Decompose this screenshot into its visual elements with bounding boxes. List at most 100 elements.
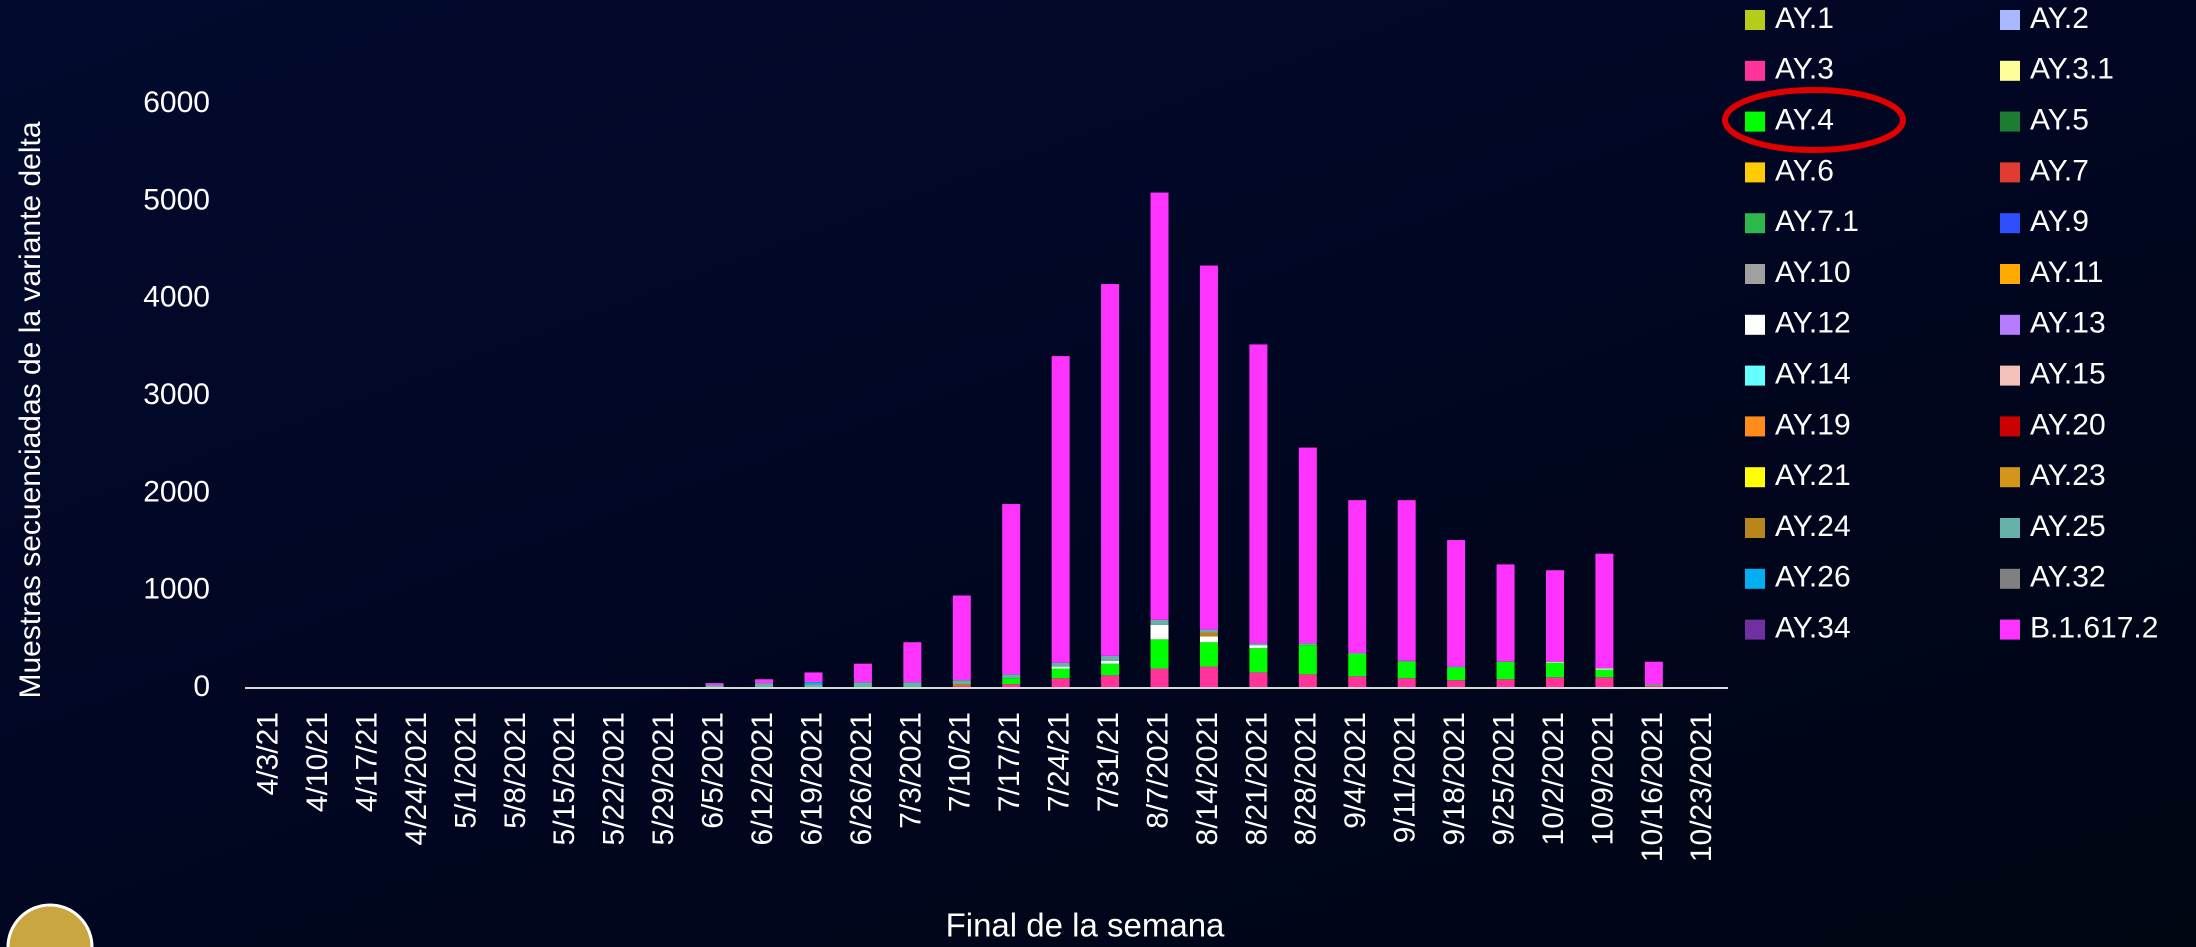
bar-segment	[1496, 564, 1515, 662]
legend-swatch	[2000, 619, 2020, 640]
legend-swatch	[2000, 60, 2020, 81]
legend-swatch	[1745, 60, 1765, 81]
legend-swatch	[1745, 568, 1765, 589]
legend-swatch	[2000, 365, 2020, 386]
y-tick-label: 4000	[143, 281, 210, 314]
legend-label: AY.12	[1775, 307, 1851, 340]
bar-segment	[1002, 684, 1021, 688]
bar-segment	[1249, 648, 1268, 673]
bar-segment	[1447, 680, 1466, 688]
bar-segment	[1150, 192, 1169, 620]
bar-segment	[1150, 624, 1169, 640]
legend-swatch	[2000, 467, 2020, 488]
x-tick-label: 6/19/2021	[795, 712, 828, 845]
x-tick-label: 7/10/21	[944, 712, 977, 812]
x-tick-label: 7/17/21	[993, 712, 1026, 812]
bar-segment	[1051, 668, 1070, 679]
legend-swatch	[1745, 10, 1765, 30]
bar-segment	[1545, 570, 1564, 662]
legend-label: AY.26	[1775, 561, 1851, 594]
legend-label: AY.11	[2030, 256, 2103, 289]
bar-segment	[1496, 661, 1515, 680]
legend-label: AY.9	[2030, 205, 2089, 238]
legend-label: AY.25	[2030, 510, 2106, 543]
bar-segment	[1249, 672, 1268, 688]
y-tick-label: 3000	[143, 378, 210, 411]
bar-segment	[1545, 661, 1564, 663]
x-tick-label: 7/24/21	[1043, 712, 1076, 812]
x-tick-label: 6/12/2021	[746, 712, 779, 845]
legend-swatch	[1745, 264, 1765, 284]
legend-swatch	[2000, 416, 2020, 437]
bar-segment	[1199, 629, 1218, 633]
bar-segment	[952, 680, 971, 685]
x-tick-label: 9/11/2021	[1389, 712, 1422, 843]
bar-segment	[1348, 500, 1367, 653]
legend-label: AY.21	[1775, 459, 1851, 492]
legend-swatch	[1745, 619, 1765, 640]
legend-label: AY.15	[2030, 358, 2106, 391]
bar-segment	[1348, 652, 1367, 654]
highlight-ellipse	[1722, 87, 1906, 153]
bar-segment	[1002, 678, 1021, 685]
x-tick-label: 5/8/2021	[499, 712, 532, 829]
bar-segment	[1199, 265, 1218, 630]
legend-label: AY.19	[1775, 408, 1851, 441]
bar-segment	[1595, 553, 1614, 669]
legend-swatch	[1745, 111, 1765, 132]
bar-segment	[952, 595, 971, 681]
bar-segment	[1348, 676, 1367, 688]
legend-label: AY.2	[2030, 2, 2089, 35]
bar-segment	[705, 685, 724, 688]
bar-segment	[1595, 669, 1614, 678]
bar-segment	[1249, 645, 1268, 649]
legend-label: AY.34	[1775, 612, 1851, 645]
y-tick-label: 2000	[143, 475, 210, 508]
bar-segment	[1101, 284, 1120, 656]
bar-segment	[804, 682, 823, 685]
legend-label: AY.7.1	[1775, 205, 1859, 238]
x-tick-label: 4/3/21	[252, 712, 285, 795]
bar-segment	[1002, 674, 1021, 679]
legend-swatch	[1745, 518, 1765, 538]
y-axis-title: Muestras secuenciadas de la variante del…	[14, 121, 47, 698]
bar-segment	[705, 683, 724, 686]
legend-label: AY.20	[2030, 408, 2106, 441]
x-tick-label: 6/26/2021	[845, 712, 878, 845]
bar-segment	[1545, 677, 1564, 688]
bar-segment	[1644, 661, 1663, 686]
x-tick-label: 6/5/2021	[697, 712, 730, 829]
legend-label: AY.5	[2030, 104, 2089, 137]
x-tick-label: 10/16/2021	[1636, 712, 1669, 862]
x-tick-label: 8/28/2021	[1290, 712, 1323, 845]
x-tick-label: 4/17/21	[351, 712, 384, 812]
bar-segment	[1051, 356, 1070, 663]
bar-segment	[1101, 675, 1120, 688]
bar-segment	[1002, 504, 1021, 675]
x-tick-label: 4/10/21	[301, 712, 334, 812]
bar-segment	[1447, 666, 1466, 668]
bar-segment	[853, 663, 872, 683]
x-tick-label: 7/31/21	[1092, 712, 1125, 812]
x-tick-label: 7/3/2021	[894, 712, 927, 829]
legend-label: AY.32	[2030, 561, 2106, 594]
bar-segment	[1101, 660, 1120, 664]
bar-segment	[1199, 636, 1218, 643]
legend-swatch	[2000, 111, 2020, 132]
legend-swatch	[2000, 264, 2020, 284]
bar-segment	[1150, 668, 1169, 688]
x-tick-label: 8/21/2021	[1240, 712, 1273, 845]
bar-segment	[952, 684, 971, 687]
bar-segment	[1199, 632, 1218, 637]
x-tick-label: 9/18/2021	[1438, 712, 1471, 845]
bar-segment	[1447, 667, 1466, 681]
x-tick-label: 10/9/2021	[1586, 712, 1619, 845]
x-tick-label: 8/14/2021	[1191, 712, 1224, 845]
bar-segment	[903, 682, 922, 688]
legend-label: AY.1	[1775, 2, 1834, 35]
bar-segment	[903, 642, 922, 683]
x-axis-title: Final de la semana	[946, 907, 1225, 944]
legend-swatch	[1745, 314, 1765, 335]
bar-segment	[1249, 344, 1268, 644]
bar-segment	[1051, 678, 1070, 688]
